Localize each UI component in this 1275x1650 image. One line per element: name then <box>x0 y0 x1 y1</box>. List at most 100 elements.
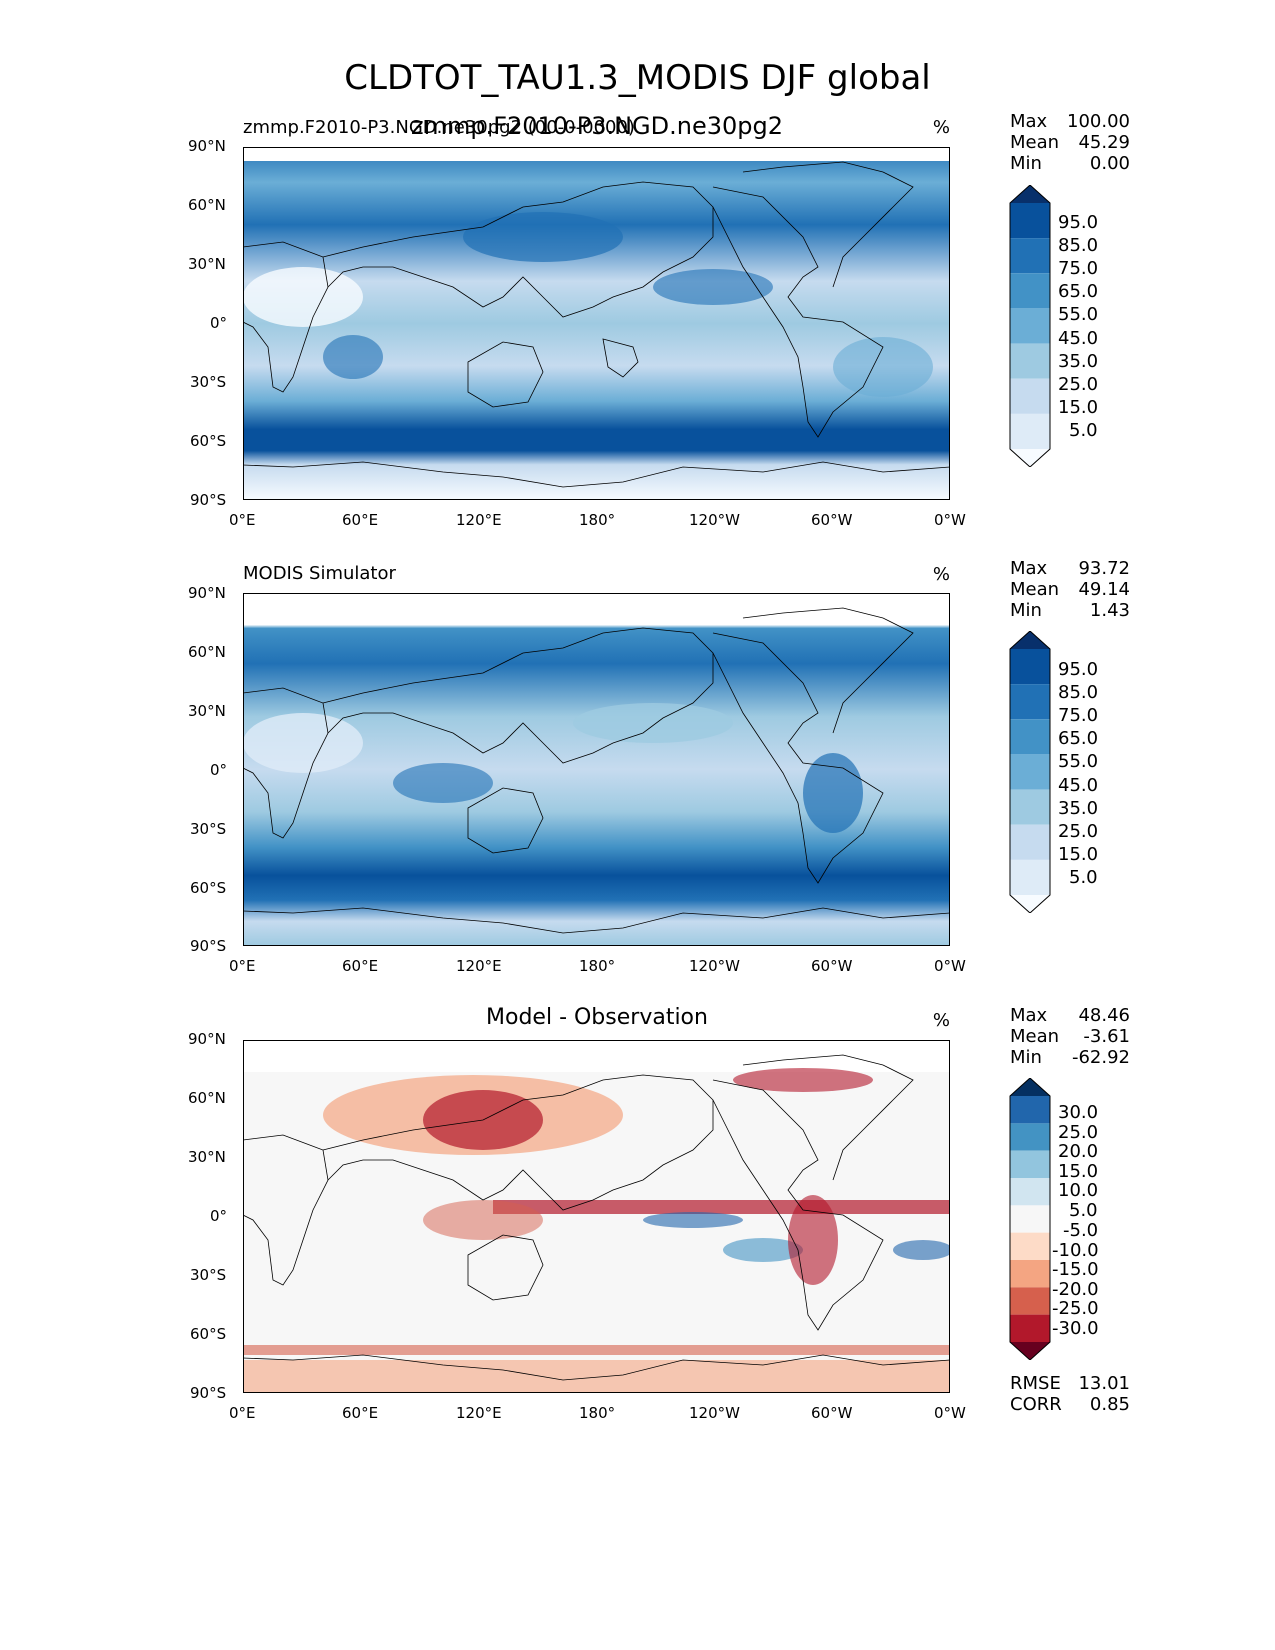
colorbar-segment <box>1010 649 1050 685</box>
colorbar-segment <box>1010 203 1050 239</box>
corr-label: CORR <box>1010 1394 1062 1415</box>
panel1-missing-north <box>243 147 950 161</box>
panel1-mean-value: 45.29 <box>1078 132 1130 153</box>
lat-tick: 60°S <box>190 879 227 897</box>
colorbar-tick: 20.0 <box>1058 1141 1099 1162</box>
lon-tick: 120°E <box>456 957 502 975</box>
panel3-min-label: Min <box>1010 1047 1042 1068</box>
colorbar-segment <box>1010 1232 1050 1260</box>
colorbar-tick: 95.0 <box>1058 659 1099 680</box>
panel1-min-value: 0.00 <box>1089 153 1130 174</box>
lon-tick: 0°W <box>934 511 966 529</box>
lon-tick: 120°E <box>456 511 502 529</box>
lon-tick: 0°E <box>229 957 256 975</box>
panel3-mean-label: Mean <box>1010 1026 1060 1047</box>
colorbar-tick: 85.0 <box>1058 235 1099 256</box>
panel2-min-value: 1.43 <box>1089 600 1130 621</box>
panel2-map <box>243 593 950 946</box>
panel3-mean-value: -3.61 <box>1083 1026 1130 1047</box>
colorbar-tick: 15.0 <box>1058 844 1099 865</box>
colorbar-outline <box>1009 631 1051 913</box>
panel2-coastlines <box>243 607 950 934</box>
colorbar-segment <box>1010 308 1050 344</box>
panel1-frame <box>243 147 950 500</box>
panel2-unit: % <box>932 564 950 585</box>
colorbar-segment <box>1010 185 1050 203</box>
lon-tick: 0°E <box>229 511 256 529</box>
lat-tick: 30°N <box>188 1148 226 1166</box>
colorbar-tick: 65.0 <box>1058 728 1099 749</box>
panel3-coastlines <box>243 1054 950 1381</box>
lon-tick: 0°W <box>934 1404 966 1422</box>
lat-tick: 90°S <box>190 491 227 509</box>
colorbar-segment <box>1010 1260 1050 1288</box>
colorbar-tick: 5.0 <box>1069 1200 1098 1221</box>
lat-tick: 60°N <box>188 1089 226 1107</box>
panel3-unit: % <box>932 1010 950 1031</box>
colorbar-segment <box>1010 754 1050 790</box>
lon-tick: 60°E <box>342 511 379 529</box>
colorbar-segment <box>1010 824 1050 860</box>
lon-tick: 120°W <box>689 957 740 975</box>
lon-tick: 60°W <box>811 511 853 529</box>
colorbar-segment <box>1010 895 1050 913</box>
lat-tick: 60°N <box>188 196 226 214</box>
panel3-max-value: 48.46 <box>1078 1005 1130 1026</box>
lat-tick: 30°N <box>188 255 226 273</box>
panel1-subtitle-left: zmmp.F2010-P3.NGD.ne30pg2 (00-0-0000) <box>243 117 635 138</box>
colorbar-tick: 5.0 <box>1069 420 1098 441</box>
colorbar-tick: 35.0 <box>1058 351 1099 372</box>
colorbar-tick: 10.0 <box>1058 1180 1099 1201</box>
lat-tick: 60°S <box>190 1325 227 1343</box>
lat-tick: 90°S <box>190 937 227 955</box>
colorbar-segment <box>1010 631 1050 649</box>
panel3-min-value: -62.92 <box>1071 1047 1130 1068</box>
lat-tick: 90°S <box>190 1384 227 1402</box>
colorbar-segment <box>1010 1287 1050 1315</box>
corr-value: 0.85 <box>1089 1394 1130 1415</box>
panel2-frame <box>243 593 950 946</box>
colorbar-tick: -15.0 <box>1052 1259 1099 1280</box>
colorbar-outline <box>1009 185 1051 467</box>
panel3-map <box>243 1040 950 1393</box>
panel2-mean-label: Mean <box>1010 579 1060 600</box>
colorbar-tick: 5.0 <box>1069 867 1098 888</box>
colorbar-tick: 25.0 <box>1058 374 1099 395</box>
panel3-colorbar <box>1009 1078 1051 1360</box>
colorbar-segment <box>1010 449 1050 467</box>
colorbar-tick: 95.0 <box>1058 212 1099 233</box>
colorbar-segment <box>1010 1123 1050 1151</box>
colorbar-segment <box>1010 1150 1050 1178</box>
colorbar-tick: 45.0 <box>1058 775 1099 796</box>
panel2-subtitle-left: MODIS Simulator <box>243 563 396 584</box>
colorbar-tick: 55.0 <box>1058 751 1099 772</box>
lat-tick: 0° <box>210 1207 228 1225</box>
lat-tick: 30°S <box>190 1266 227 1284</box>
lon-tick: 0°E <box>229 1404 256 1422</box>
panel1-coastlines <box>243 161 950 488</box>
colorbar-segment <box>1010 238 1050 274</box>
colorbar-tick: 25.0 <box>1058 821 1099 842</box>
panel2-min-label: Min <box>1010 600 1042 621</box>
lat-tick: 90°N <box>188 137 226 155</box>
colorbar-segment <box>1010 684 1050 720</box>
colorbar-tick: 75.0 <box>1058 705 1099 726</box>
lat-tick: 30°N <box>188 702 226 720</box>
colorbar-tick: 30.0 <box>1058 1102 1099 1123</box>
colorbar-segment <box>1010 1314 1050 1342</box>
rmse-value: 13.01 <box>1078 1373 1130 1394</box>
colorbar-tick: -25.0 <box>1052 1298 1099 1319</box>
panel3-subtitle-center: Model - Observation <box>486 1005 708 1030</box>
lat-tick: 0° <box>210 761 228 779</box>
lon-tick: 60°E <box>342 957 379 975</box>
lon-tick: 0°W <box>934 957 966 975</box>
colorbar-tick: 75.0 <box>1058 258 1099 279</box>
colorbar-segment <box>1010 859 1050 895</box>
lon-tick: 120°E <box>456 1404 502 1422</box>
panel2-max-value: 93.72 <box>1078 558 1130 579</box>
panel1-unit: % <box>932 117 950 138</box>
colorbar-tick: -5.0 <box>1063 1220 1099 1241</box>
colorbar-segment <box>1010 413 1050 449</box>
lat-tick: 30°S <box>190 820 227 838</box>
colorbar-segment <box>1010 378 1050 414</box>
